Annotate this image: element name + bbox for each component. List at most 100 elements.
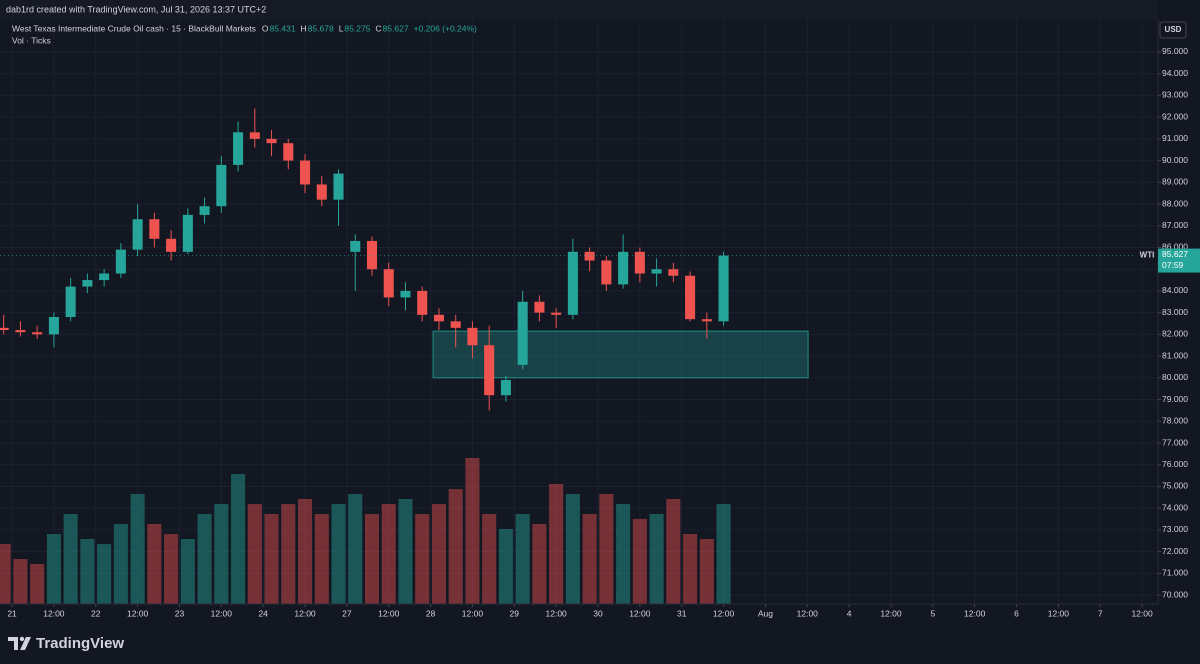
y-tick-label: 91.000 [1162,133,1188,143]
x-tick-label: 30 [593,608,603,618]
candle-body [32,332,43,335]
candle-body [300,160,311,185]
candle-body [467,327,478,346]
x-tick-label: 23 [175,608,185,618]
x-tick-label: 12:00 [713,608,735,618]
volume-bar [281,504,296,604]
candle-body [701,319,712,322]
x-tick-label: 22 [91,608,101,618]
y-tick-label: 89.000 [1162,177,1188,187]
volume-bar [616,504,631,604]
y-tick-label: 80.000 [1162,372,1188,382]
volume-bar [683,534,698,604]
countdown: 07:59 [1162,260,1184,270]
volume-bar [97,544,112,604]
candle-body [15,330,26,333]
candle-body [417,290,428,315]
candle-body [433,314,444,322]
y-tick-label: 72.000 [1162,546,1188,556]
volume-bar [13,559,28,604]
y-tick-label: 76.000 [1162,459,1188,469]
x-tick-label: 21 [7,608,17,618]
x-tick-label: 12:00 [1131,608,1153,618]
x-tick-label: 12:00 [629,608,651,618]
y-tick-label: 77.000 [1162,437,1188,447]
x-tick-label: 31 [677,608,687,618]
y-tick-label: 73.000 [1162,524,1188,534]
y-tick-label: 70.000 [1162,589,1188,599]
price-tag-value: 85.627 [1162,249,1188,259]
volume-bar [716,504,731,604]
volume-bar [699,539,714,604]
candle-body [618,251,629,285]
ohlc-key: C [375,23,381,33]
ticker-tag: WTI [1140,251,1155,260]
ohlc-value: 85.431 [270,23,296,33]
change: +0.206 (+0.24%) [414,23,477,33]
x-tick-label: 12:00 [127,608,149,618]
ohlc-legend: O 85.431 H 85.678 L 85.275 C 85.627 +0.206 (+0.2… [262,23,477,33]
volume-bar [197,514,212,604]
x-tick-label: 7 [1098,608,1103,618]
ohlc-key: H [301,23,307,33]
y-tick-label: 95.000 [1162,46,1188,56]
x-tick-label: 12:00 [378,608,400,618]
volume-bar [80,539,95,604]
candle-body [601,260,612,285]
volume-bar [247,504,262,604]
x-tick-label: 4 [847,608,852,618]
volume-bar [498,529,513,604]
top-bar [0,0,1158,20]
volume-bar [666,499,681,604]
y-tick-label: 79.000 [1162,394,1188,404]
ohlc-value: 85.678 [308,23,334,33]
candle-body [149,219,160,239]
volume-bar [599,494,614,604]
y-tick-label: 71.000 [1162,568,1188,578]
y-tick-label: 81.000 [1162,350,1188,360]
x-tick-label: 12:00 [964,608,986,618]
volume-bar [348,494,363,604]
candle-body [283,143,294,161]
candle-body [718,255,729,322]
volume-bar [532,524,547,604]
candle-body [249,132,260,139]
candle-body [584,251,595,261]
volume-bar [565,494,580,604]
x-tick-label: 5 [930,608,935,618]
volume-label: Vol · Ticks [12,35,51,45]
volume-bar [46,534,61,604]
ohlc-key: O [262,23,269,33]
volume-bar [180,539,195,604]
brand-logo [8,637,31,650]
x-tick-label: 6 [1014,608,1019,618]
candle-body [65,286,76,317]
candle-body [350,240,361,252]
volume-bar [164,534,179,604]
volume-bar [465,458,480,604]
symbol: West Texas Intermediate Crude Oil cash ·… [12,23,256,33]
volume-bar [415,514,430,604]
candle-body [99,273,110,281]
volume-bar [398,499,413,604]
x-tick-label: 12:00 [797,608,819,618]
volume-bar [549,484,564,604]
y-tick-label: 86.000 [1162,242,1188,252]
volume-bar [515,514,530,604]
candle-body [266,138,277,144]
y-tick-label: 75.000 [1162,481,1188,491]
candle-body [0,327,9,331]
x-tick-label: 12:00 [1048,608,1070,618]
candle-body [366,240,378,270]
volume-bar [0,544,11,604]
grid [0,20,1161,607]
credit: dab1rd created with TradingView.com, Jul… [6,4,266,14]
volume-bar [482,514,497,604]
y-tick-label: 83.000 [1162,307,1188,317]
currency: USD [1165,25,1182,34]
candle-body [651,269,662,274]
candle-body [400,290,411,298]
candle-body [233,132,244,165]
y-tick-label: 92.000 [1162,111,1188,121]
